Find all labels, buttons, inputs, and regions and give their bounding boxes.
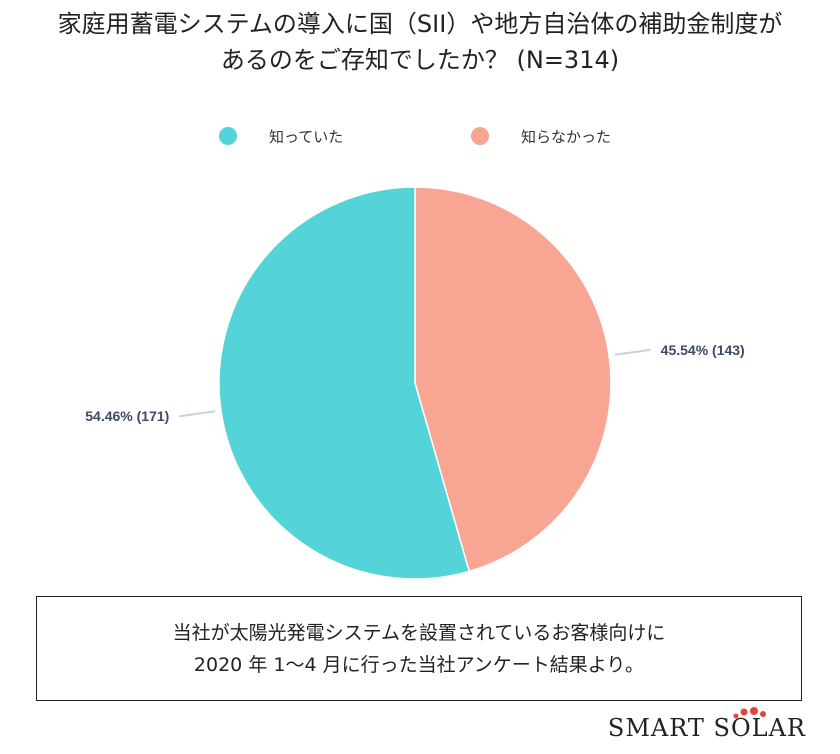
- note-box: 当社が太陽光発電システムを設置されているお客様向けに 2020 年 1～4 月に…: [36, 596, 802, 701]
- chart-title: 家庭用蓄電システムの導入に国（SII）や地方自治体の補助金制度が あるのをご存知…: [0, 6, 840, 78]
- brand-logo: SMART SOLAR: [607, 707, 806, 746]
- pie-chart: 45.54% (143) 54.46% (171): [85, 186, 745, 580]
- legend-swatch-knew: [219, 127, 237, 145]
- legend-swatch-did-not-know: [471, 127, 489, 145]
- brand-dots-icon: [733, 707, 766, 719]
- leader-line-did-not-know: [614, 348, 651, 356]
- data-label-knew: 54.46% (171): [85, 408, 169, 424]
- brand-text: SMART SOLAR: [607, 714, 806, 742]
- legend-item-knew: 知っていた: [219, 124, 343, 148]
- legend-item-did-not-know: 知らなかった: [471, 124, 611, 148]
- legend-label-knew: 知っていた: [269, 127, 344, 146]
- leader-line-knew: [179, 410, 216, 418]
- legend: 知っていた 知らなかった: [0, 124, 840, 148]
- data-label-did-not-know: 45.54% (143): [661, 342, 745, 358]
- chart-title-line-1: 家庭用蓄電システムの導入に国（SII）や地方自治体の補助金制度が: [57, 10, 783, 38]
- chart-title-line-2: あるのをご存知でしたか？ (N=314): [220, 46, 620, 74]
- pie-slice-did-not-know: [414, 186, 612, 573]
- note-line-1: 当社が太陽光発電システムを設置されているお客様向けに: [172, 621, 666, 644]
- legend-label-did-not-know: 知らなかった: [521, 127, 612, 146]
- pie-slice-knew: [218, 186, 471, 580]
- note-line-2: 2020 年 1～4 月に行った当社アンケート結果より。: [193, 653, 645, 676]
